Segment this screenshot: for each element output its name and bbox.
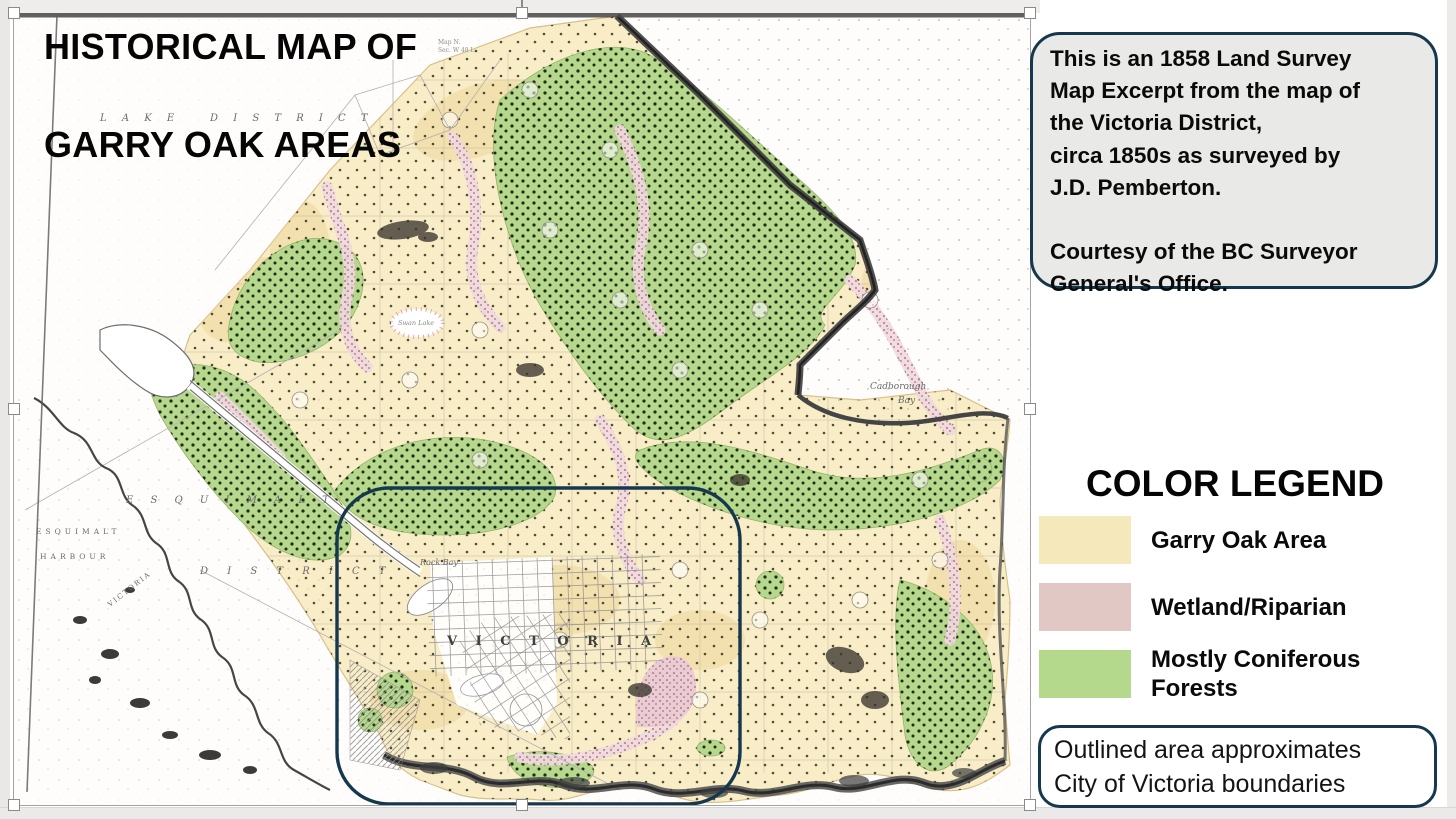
canvas-margin-right <box>1447 0 1456 819</box>
selection-handle-bottom-center[interactable] <box>516 799 528 811</box>
page-title-line1: HISTORICAL MAP OF <box>44 26 418 67</box>
label-lake: L A K E <box>99 113 180 124</box>
page-title-line2: GARRY OAK AREAS <box>44 124 402 165</box>
legend-swatch-coniferous[interactable] <box>1039 650 1131 698</box>
label-bay: Bay <box>897 396 916 406</box>
selection-handle-middle-left[interactable] <box>8 403 20 415</box>
page-title[interactable]: HISTORICAL MAP OF GARRY OAK AREAS <box>44 22 417 169</box>
selection-handle-bottom-left[interactable] <box>8 799 20 811</box>
swan-lake <box>389 307 445 339</box>
rotation-handle-stem[interactable] <box>521 0 523 8</box>
label-corner-note-2: Sec. W 48 L. <box>438 47 476 54</box>
city-grid-north <box>426 554 663 677</box>
label-corner-note-1: Map N. <box>438 39 460 46</box>
map-neatline <box>26 14 58 793</box>
selection-handle-top-right[interactable] <box>1024 7 1036 19</box>
label-district-south: D I S T R I C T <box>199 566 394 577</box>
victoria-harbour-mouth <box>406 578 454 616</box>
info-text-box[interactable]: This is an 1858 Land Survey Map Excerpt … <box>1030 32 1438 296</box>
selection-handle-top-left[interactable] <box>8 7 20 19</box>
label-cadborough: Cadborough <box>870 382 926 392</box>
songhees-hatched-area <box>349 659 421 771</box>
canvas-margin-left <box>0 0 10 819</box>
rocky-hill-marks <box>377 220 889 709</box>
label-rock-bay: Rock Bay <box>419 558 458 567</box>
harbour-islands <box>73 587 257 774</box>
label-swan-lake: Swan Lake <box>398 319 434 327</box>
selection-handle-top-center[interactable] <box>516 7 528 19</box>
note-text: Outlined area approximates City of Victo… <box>1054 736 1362 798</box>
legend-label-garry-oak[interactable]: Garry Oak Area <box>1151 526 1327 554</box>
canvas-margin-top <box>10 0 1040 13</box>
label-district-top: D I S T R I C T <box>209 113 374 124</box>
sea-speckle-area <box>617 16 1030 425</box>
cadborough-bay-coast <box>796 393 1009 426</box>
note-text-box[interactable]: Outlined area approximates City of Victo… <box>1038 725 1437 808</box>
label-victoria-city: V I C T O R I A <box>446 634 658 649</box>
label-harbour: HARBOUR <box>40 552 109 561</box>
legend-swatch-garry-oak[interactable] <box>1039 516 1131 564</box>
historical-map-graphic: L A K E D I S T R I C T E S Q U I M A L … <box>14 13 1030 805</box>
east-coastline <box>997 417 1010 762</box>
legend-label-coniferous[interactable]: Mostly Coniferous Forests <box>1151 646 1361 702</box>
map-image[interactable]: L A K E D I S T R I C T E S Q U I M A L … <box>13 12 1031 806</box>
shore-rocks <box>420 762 976 798</box>
harbour-speckle-area <box>14 393 344 793</box>
label-esquimalt-small: ESQUIMALT <box>36 527 121 536</box>
legend-swatch-wetland[interactable] <box>1039 583 1131 631</box>
label-esquimalt: E S Q U I M A L T <box>125 495 336 506</box>
canvas-margin-bottom <box>0 807 1456 819</box>
selection-handle-bottom-right[interactable] <box>1024 799 1036 811</box>
victoria-boundary-outline[interactable] <box>335 486 742 805</box>
info-text: This is an 1858 Land Survey Map Excerpt … <box>1050 46 1361 297</box>
esquimalt-coastline <box>33 397 331 791</box>
public-park-circle <box>509 693 543 727</box>
legend-title[interactable]: COLOR LEGEND <box>1085 463 1385 504</box>
selection-handle-middle-right[interactable] <box>1024 403 1036 415</box>
legend-label-wetland[interactable]: Wetland/Riparian <box>1151 593 1347 621</box>
